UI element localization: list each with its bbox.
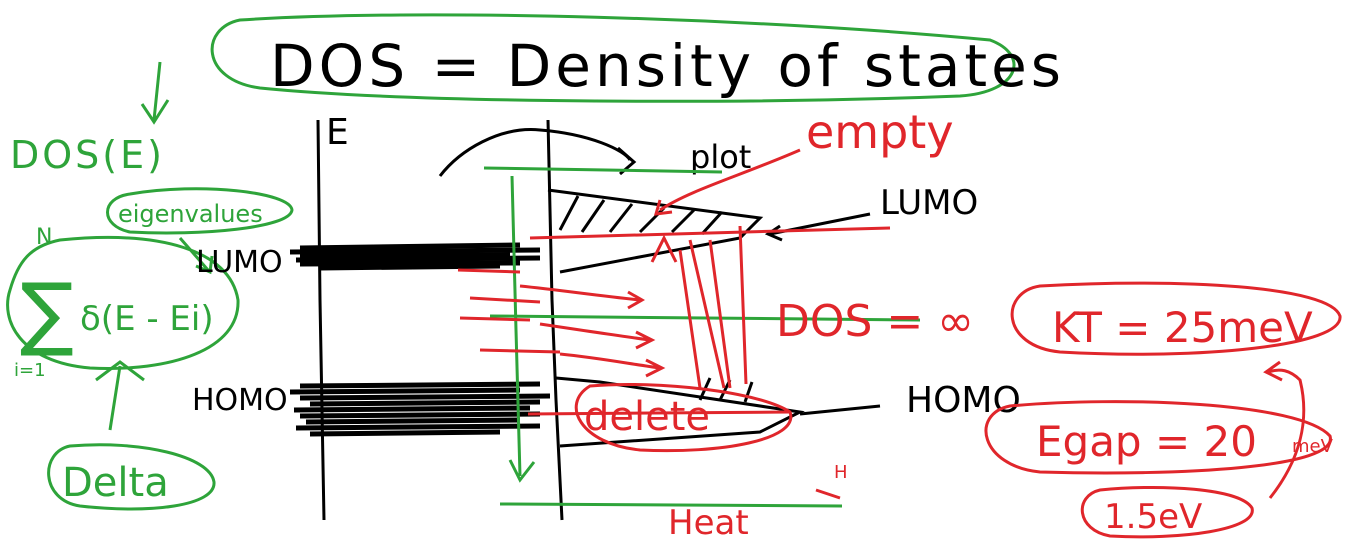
heat-label: Heat — [668, 503, 749, 543]
egap-ellipse — [984, 400, 1332, 475]
energy-axis-label: E — [326, 112, 349, 153]
down-arrow-icon — [140, 61, 170, 125]
homo-band — [289, 381, 551, 437]
delete-ellipse — [574, 382, 793, 453]
egap-alt-label: 1.5eV — [1104, 497, 1202, 537]
delta-label: Delta — [62, 460, 169, 506]
sum-formula-note: N ∑ δ(E - Ei) i=1 — [6, 225, 240, 431]
lumo-band — [289, 242, 541, 271]
lumo-dos-wedge — [547, 188, 764, 274]
heat-superscript: H — [834, 462, 848, 483]
red-annotations — [457, 148, 891, 500]
delete-label: delete — [584, 394, 710, 440]
homo-left-label: HOMO — [192, 383, 288, 418]
lumo-right-pointer — [764, 212, 871, 242]
eigenvalues-note: eigenvalues — [106, 187, 294, 275]
page-title: DOS = Density of states — [270, 32, 1065, 100]
green-level-lines — [483, 166, 921, 508]
eigenvalues-ellipse — [106, 187, 294, 235]
egap-alt-ellipse — [1080, 485, 1254, 539]
delta-ellipse — [47, 443, 216, 511]
kt-callout: KT = 25meV — [1010, 281, 1342, 356]
egap-alt-callout: 1.5eV — [1080, 485, 1254, 539]
dos-plot-axis — [438, 119, 637, 521]
homo-right-pointer — [799, 404, 881, 416]
sum-formula-ellipse — [6, 236, 240, 370]
sum-body: δ(E - Ei) — [80, 299, 214, 339]
dos-infinity-label: DOS = ∞ — [776, 296, 974, 347]
homo-right-label: HOMO — [906, 380, 1021, 421]
empty-label: empty — [806, 105, 954, 159]
title-ellipse — [210, 13, 1016, 103]
sum-sign: ∑ — [20, 266, 74, 359]
lumo-right-label: LUMO — [880, 183, 978, 223]
sum-lower-limit: i=1 — [14, 360, 46, 381]
egap-label: Egap = 20 — [1036, 417, 1257, 466]
kt-ellipse — [1010, 281, 1342, 356]
egap-unit: meV — [1292, 436, 1334, 457]
delta-note: Delta — [47, 443, 216, 511]
plot-label: plot — [690, 138, 751, 176]
up-arrow-icon — [95, 360, 145, 431]
eigenvalues-label: eigenvalues — [118, 200, 263, 228]
kt-label: KT = 25meV — [1052, 303, 1313, 352]
lumo-left-label: LUMO — [196, 245, 283, 280]
dos-function-note: DOS(E) — [10, 61, 170, 177]
egap-callout: Egap = 20 meV — [984, 400, 1334, 475]
red-link-arrow — [1263, 360, 1306, 499]
energy-axis-line — [316, 119, 326, 521]
dos-e-label: DOS(E) — [10, 133, 165, 177]
energy-axis: E — [316, 112, 349, 521]
title-group: DOS = Density of states — [210, 13, 1065, 103]
sum-upper-limit: N — [36, 225, 52, 250]
